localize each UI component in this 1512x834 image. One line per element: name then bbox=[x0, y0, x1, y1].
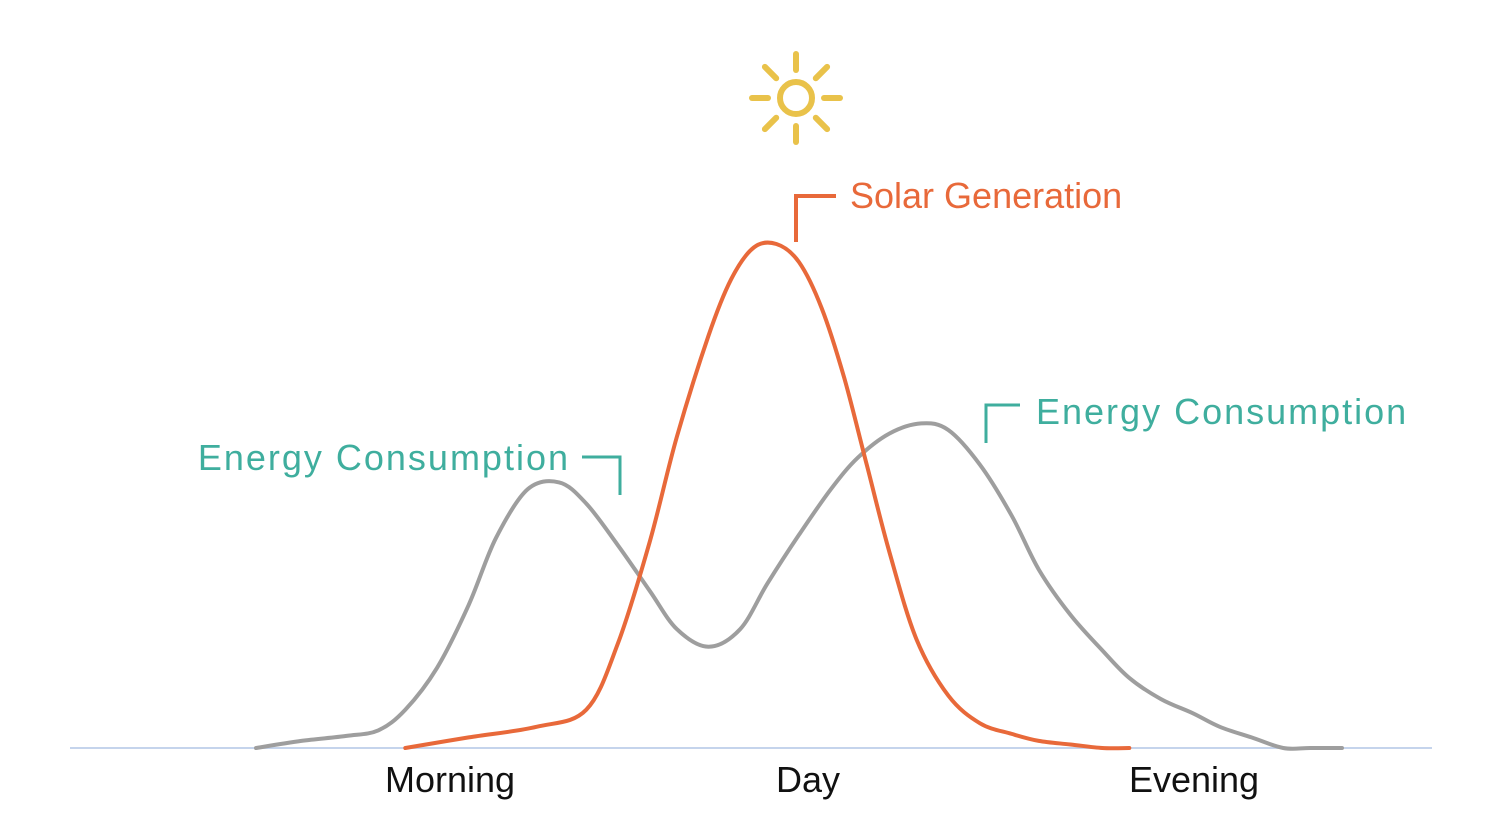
x-label-evening: Evening bbox=[1129, 759, 1259, 800]
energy-consumption-line bbox=[254, 421, 1344, 751]
energy-consumption-label-right: Energy Consumption bbox=[1036, 391, 1408, 432]
x-label-day: Day bbox=[776, 759, 840, 800]
consumption-left-callout-line bbox=[582, 455, 622, 495]
solar-generation-line bbox=[403, 240, 1132, 751]
solar-generation-label: Solar Generation bbox=[850, 175, 1122, 216]
sun-icon bbox=[749, 51, 843, 145]
energy-consumption-label-left: Energy Consumption bbox=[198, 437, 570, 478]
solar-callout-line bbox=[794, 194, 836, 242]
x-label-morning: Morning bbox=[385, 759, 515, 800]
consumption-right-callout-line bbox=[984, 403, 1020, 443]
